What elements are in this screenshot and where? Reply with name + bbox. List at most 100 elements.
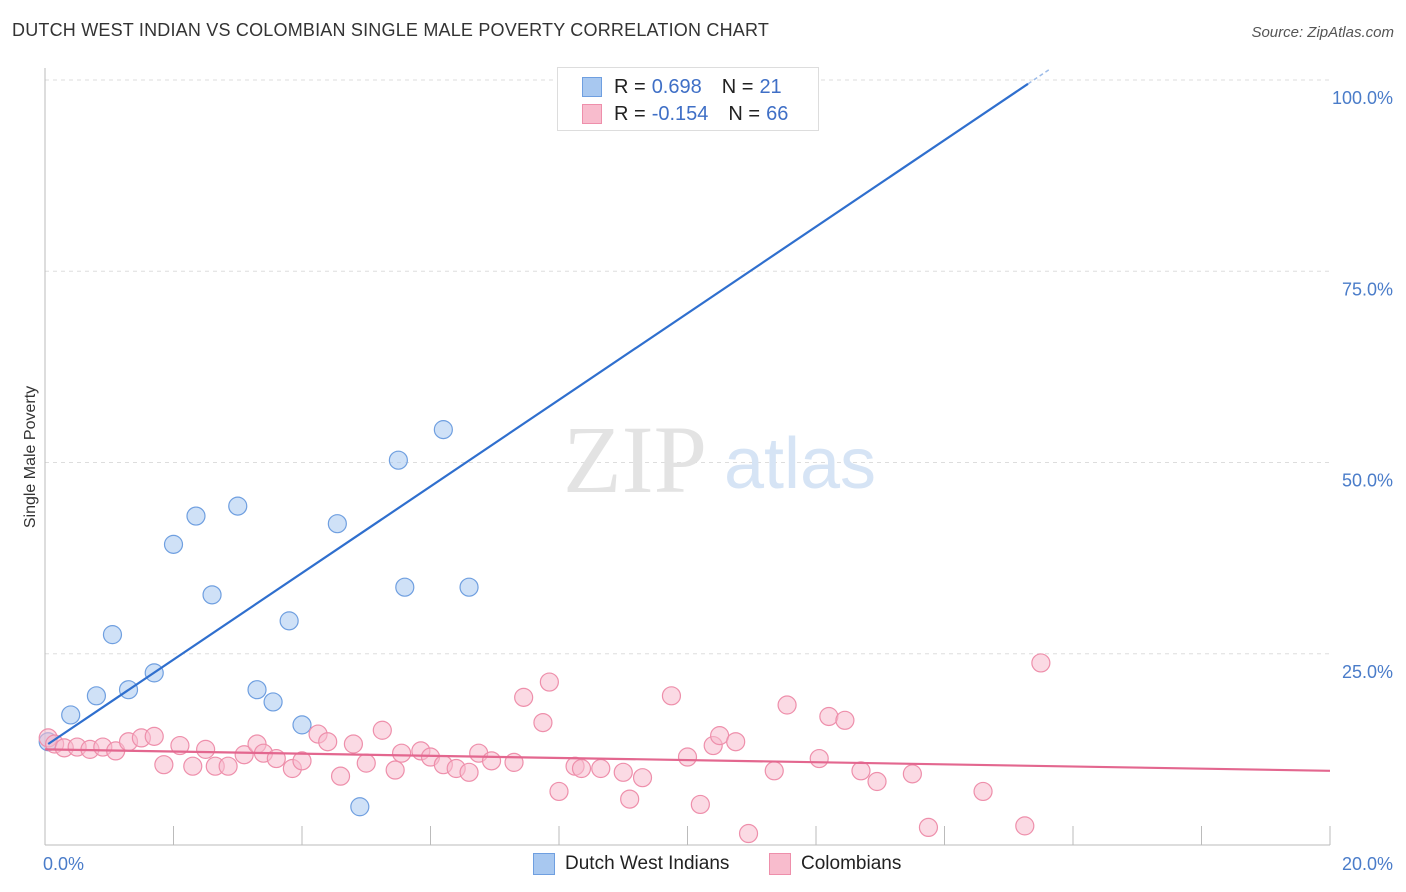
- watermark: ZIP atlas: [563, 406, 876, 513]
- dutch-west-indian-point: [292, 715, 312, 735]
- legend-r-label: R =: [614, 102, 646, 125]
- colombian-point: [710, 726, 730, 746]
- tick-labels: 25.0% 50.0% 75.0% 100.0% 0.0% 20.0%: [43, 88, 1393, 874]
- colombian-point: [777, 695, 797, 715]
- dutch-west-indian-point: [186, 506, 206, 526]
- legend-swatch-pink: [582, 104, 602, 124]
- dutch-west-indian-point: [395, 577, 415, 597]
- legend-r-value: 0.698: [651, 75, 702, 98]
- bottom-legend-dutch-west-indians: Dutch West Indians: [533, 852, 729, 876]
- legend-r-value: -0.154: [651, 102, 709, 125]
- bottom-legend-colombians: Colombians: [769, 852, 901, 876]
- dutch-west-indian-point: [263, 692, 283, 712]
- colombian-point: [591, 758, 611, 779]
- colombian-point: [183, 756, 203, 776]
- dutch-west-indian-point: [247, 680, 267, 700]
- colombian-point: [835, 710, 855, 730]
- colombian-point: [726, 732, 746, 752]
- stats-legend: R = 0.698 N = 21 R = -0.154 N = 66: [557, 67, 819, 131]
- x-tick-label: 20.0%: [1342, 854, 1393, 874]
- colombian-point: [690, 794, 710, 815]
- dutch-west-indian-trend-extension: [1027, 68, 1051, 85]
- watermark-atlas: atlas: [724, 424, 876, 504]
- legend-row-colombians: R = -0.154 N = 66: [582, 101, 788, 127]
- y-tick-label: 75.0%: [1342, 279, 1393, 299]
- colombian-point: [539, 672, 559, 692]
- trend-lines: [44, 68, 1331, 772]
- colombian-point: [918, 817, 939, 838]
- colombian-point: [343, 734, 363, 754]
- dutch-west-indian-point: [163, 534, 184, 554]
- colombian-point: [481, 751, 502, 771]
- dutch-west-indian-point: [350, 797, 370, 817]
- colombian-point: [764, 761, 784, 781]
- y-tick-label: 50.0%: [1342, 471, 1393, 491]
- legend-r-label: R =: [614, 75, 646, 98]
- y-tick-label: 25.0%: [1342, 662, 1393, 682]
- colombian-point: [809, 748, 829, 769]
- bottom-legend-label: Colombians: [801, 853, 902, 874]
- colombian-point: [613, 762, 633, 782]
- x-tick-label: 0.0%: [43, 854, 84, 874]
- axes: [44, 68, 1331, 846]
- dutch-west-indian-point: [61, 705, 81, 725]
- legend-n-label: N =: [721, 75, 754, 98]
- watermark-zip: ZIP: [563, 406, 707, 513]
- y-axis-label: Single Male Poverty: [22, 386, 39, 528]
- colombian-point: [234, 745, 254, 765]
- colombian-point: [330, 766, 351, 786]
- bottom-legend-swatch-blue: [533, 853, 555, 875]
- y-tick-label: 100.0%: [1332, 88, 1393, 108]
- legend-n-value: 66: [766, 102, 789, 125]
- colombian-point: [819, 706, 839, 727]
- dutch-west-indian-point: [433, 420, 453, 440]
- colombian-point: [385, 760, 405, 780]
- bottom-legend-swatch-pink: [769, 853, 791, 875]
- colombian-point: [1031, 653, 1051, 673]
- colombian-point: [356, 753, 376, 773]
- colombian-point: [318, 732, 338, 752]
- colombian-point: [196, 739, 216, 759]
- chart-title: DUTCH WEST INDIAN VS COLOMBIAN SINGLE MA…: [12, 20, 770, 40]
- legend-row-dutch-west-indians: R = 0.698 N = 21: [582, 74, 782, 100]
- colombian-point: [218, 756, 238, 776]
- dutch-west-indian-point: [202, 585, 222, 605]
- colombian-point: [459, 762, 479, 782]
- colombian-point: [571, 758, 592, 779]
- colombian-point: [292, 751, 312, 771]
- legend-n-value: 21: [759, 75, 782, 98]
- colombian-point: [391, 743, 412, 763]
- dutch-west-indian-point: [102, 625, 123, 645]
- colombian-point: [1015, 816, 1035, 836]
- colombian-point: [677, 747, 698, 767]
- colombian-point: [902, 764, 922, 784]
- colombian-trend-line: [44, 748, 1331, 772]
- colombian-point: [372, 720, 392, 740]
- data-points: [38, 70, 1051, 844]
- colombian-point: [533, 712, 553, 733]
- colombian-point: [632, 768, 653, 788]
- dutch-west-indian-point: [228, 496, 248, 516]
- dutch-west-indian-trend-line: [47, 82, 1029, 745]
- grid-lines: [45, 79, 1330, 655]
- dutch-west-indian-point: [327, 514, 347, 534]
- colombian-point: [514, 687, 534, 707]
- bottom-legend-label: Dutch West Indians: [565, 853, 730, 874]
- colombian-point: [549, 781, 569, 802]
- source-credit: Source: ZipAtlas.com: [1251, 24, 1394, 41]
- colombian-point: [851, 761, 871, 781]
- colombian-point: [867, 771, 887, 792]
- colombian-point: [738, 823, 759, 844]
- colombian-point: [973, 781, 993, 802]
- colombian-point: [154, 755, 174, 775]
- colombian-point: [620, 789, 640, 809]
- dutch-west-indian-point: [388, 450, 408, 470]
- legend-swatch-blue: [582, 77, 602, 97]
- dutch-west-indian-point: [279, 611, 299, 631]
- colombian-point: [661, 686, 682, 706]
- dutch-west-indian-point: [459, 577, 479, 597]
- colombian-point: [170, 735, 190, 756]
- dutch-west-indian-point: [86, 686, 107, 706]
- colombian-point: [144, 726, 164, 746]
